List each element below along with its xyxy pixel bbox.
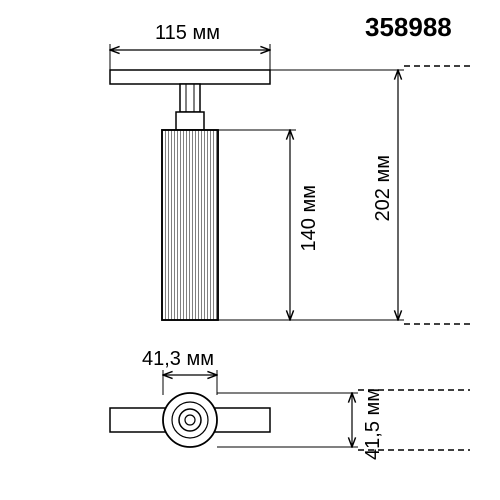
joint xyxy=(176,112,204,130)
stem xyxy=(180,84,200,112)
technical-drawing xyxy=(0,0,500,500)
base-plate xyxy=(110,70,270,84)
drawing-canvas: 358988 115 мм 140 мм 202 мм 41,3 мм 41,5… xyxy=(0,0,500,500)
lamp-aperture xyxy=(179,409,201,431)
tube-body xyxy=(162,130,218,320)
